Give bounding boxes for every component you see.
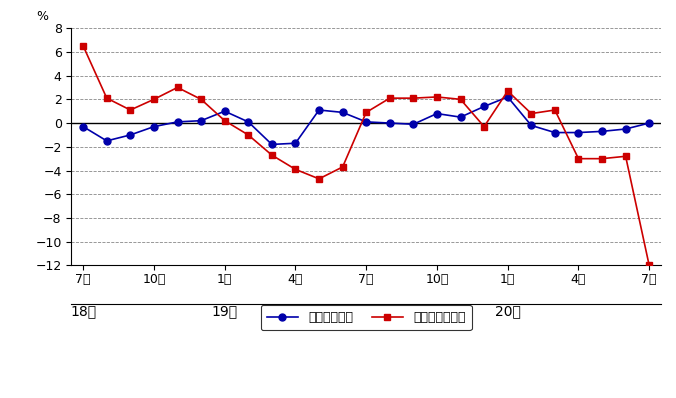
Y-axis label: %: % — [36, 10, 48, 23]
Legend: 総実労働時間, 所定外労働時間: 総実労働時間, 所定外労働時間 — [260, 305, 472, 330]
